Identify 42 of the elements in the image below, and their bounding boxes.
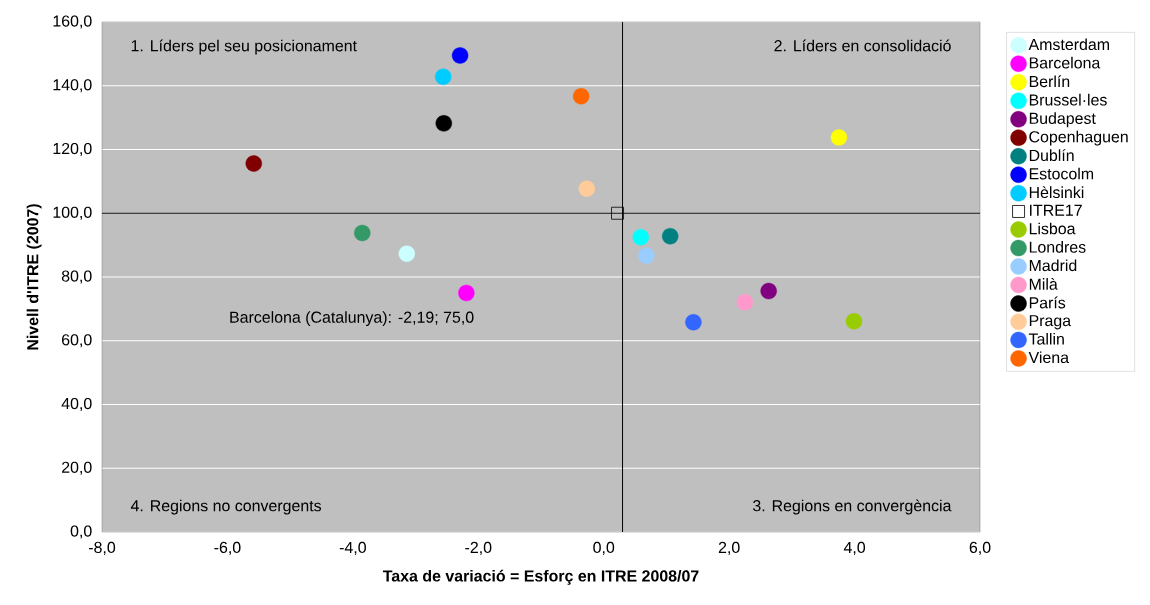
annotation: 3. Regions en convergència — [753, 499, 952, 515]
legend-label: Lisboa — [1029, 222, 1076, 235]
legend-label: Amsterdam — [1028, 38, 1109, 51]
legend-label: Barcelona — [1029, 56, 1101, 69]
x-tick-label: -2,0 — [465, 541, 492, 555]
legend-label: Dublín — [1029, 149, 1074, 162]
legend-label: Brussel·les — [1029, 93, 1107, 106]
legend-label: Hèlsinki — [1029, 186, 1084, 199]
x-tick-label: 6,0 — [969, 541, 991, 555]
legend-label: París — [1029, 296, 1066, 309]
x-tick-label: 0,0 — [593, 541, 615, 555]
legend-label: ITRE17 — [1030, 204, 1082, 216]
legend-label: Estocolm — [1029, 167, 1094, 180]
y-tick-label: 40,0 — [61, 397, 92, 412]
x-tick-label: 4,0 — [843, 541, 866, 555]
x-axis-title: Taxa de variació = Esforç en ITRE 2008/07 — [382, 569, 699, 585]
y-tick-label: 20,0 — [62, 461, 92, 475]
annotation: Barcelona (Catalunya): -2,19; 75,0 — [230, 311, 474, 326]
legend-label: Copenhaguen — [1029, 130, 1128, 146]
legend-label: Tallin — [1028, 332, 1064, 345]
legend-label: Milà — [1029, 277, 1058, 290]
legend-label: Londres — [1029, 241, 1086, 253]
x-tick-label: -6,0 — [214, 541, 241, 555]
legend-label: Budapest — [1029, 112, 1096, 128]
y-tick-label: 100,0 — [53, 206, 92, 220]
y-tick-label: 80,0 — [61, 270, 92, 284]
y-tick-label: 160,0 — [53, 15, 92, 29]
y-axis-title: Nivell d'ITRE (2007) — [26, 204, 42, 350]
x-tick-label: -8,0 — [88, 541, 116, 555]
annotation: 2. Líders en consolidació — [774, 39, 951, 52]
annotation: 1. Líders pel seu posicionament — [131, 39, 357, 55]
y-tick-label: 0,0 — [70, 525, 92, 539]
legend-label: Madrid — [1029, 259, 1077, 272]
y-tick-label: 140,0 — [53, 79, 92, 93]
y-tick-label: 60,0 — [62, 334, 92, 348]
legend-label: Praga — [1029, 315, 1072, 330]
y-tick-label: 120,0 — [53, 142, 92, 157]
annotation: 4. Regions no convergents — [130, 499, 322, 515]
legend-label: Berlín — [1029, 75, 1070, 88]
x-tick-label: -4,0 — [339, 541, 366, 555]
x-tick-label: 2,0 — [718, 541, 740, 555]
legend-label: Viena — [1028, 351, 1070, 364]
